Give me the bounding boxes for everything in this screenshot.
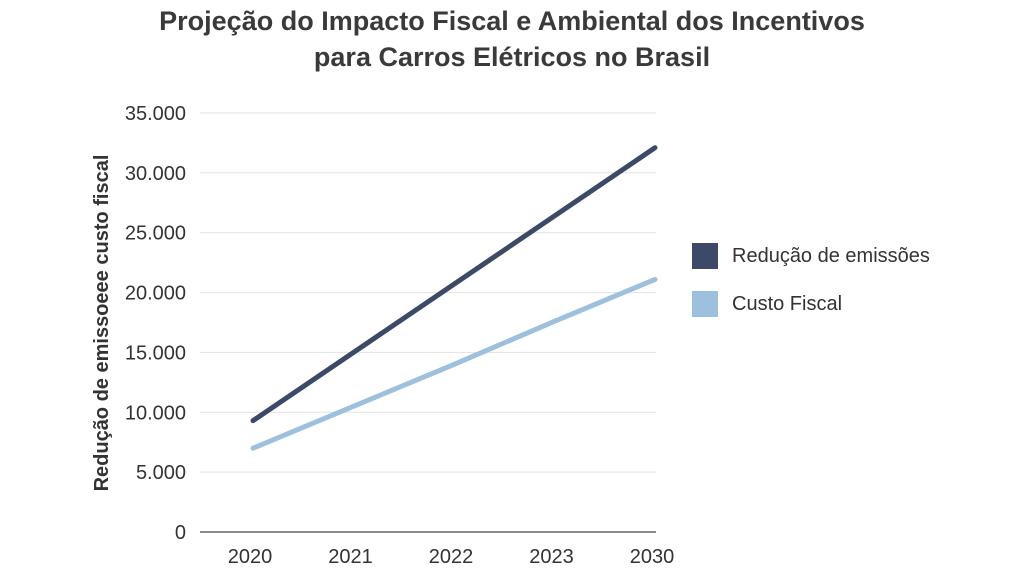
x-tick-label: 2021 — [328, 546, 373, 568]
chart-title-line2: para Carros Elétricos no Brasil — [313, 42, 711, 72]
x-tick-label: 2023 — [529, 546, 574, 568]
legend-label: Redução de emissões — [732, 244, 930, 267]
y-tick-label: 0 — [175, 522, 186, 544]
legend-item-reducao: Redução de emissões — [692, 243, 930, 269]
series-line-custo-fiscal — [250, 276, 658, 451]
legend-swatch — [692, 291, 718, 317]
y-tick-label: 35.000 — [125, 103, 186, 125]
x-tick-label: 2022 — [429, 546, 474, 568]
y-tick-label: 15.000 — [125, 342, 186, 364]
y-tick-label: 25.000 — [125, 223, 186, 245]
chart-title-line1: Projeção do Impacto Fiscal e Ambiental d… — [159, 6, 865, 36]
legend-label: Custo Fiscal — [732, 292, 843, 315]
y-tick-label: 5.000 — [136, 462, 186, 484]
y-tick-label: 30.000 — [125, 163, 186, 185]
legend-swatch — [692, 243, 718, 269]
x-tick-label: 2030 — [630, 546, 675, 568]
y-axis-label: Redução de emissoeee custo fiscal — [91, 155, 113, 492]
legend-item-custo: Custo Fiscal — [692, 291, 842, 317]
x-tick-label: 2020 — [228, 546, 273, 568]
y-tick-label: 10.000 — [125, 402, 186, 424]
series-line-reducao-emissoes — [250, 145, 658, 424]
y-tick-label: 20.000 — [125, 283, 186, 305]
